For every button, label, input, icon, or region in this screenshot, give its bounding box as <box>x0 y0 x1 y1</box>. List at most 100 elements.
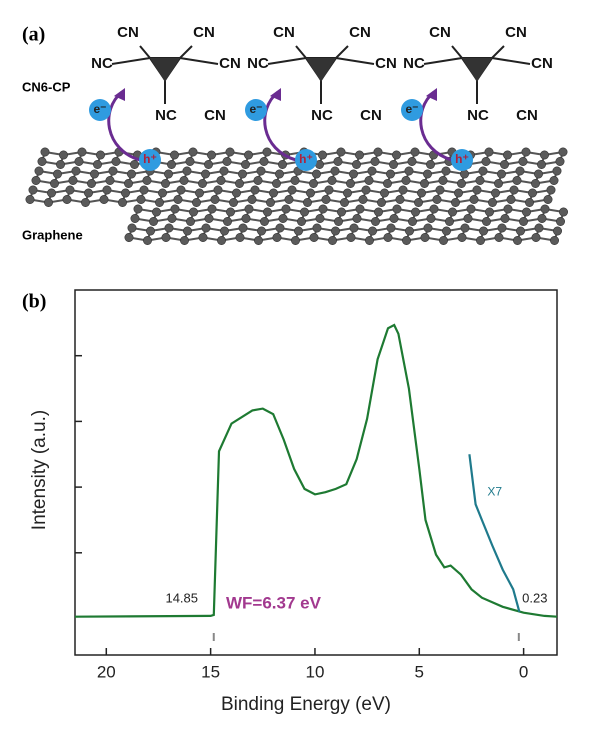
atom <box>305 188 315 198</box>
atom <box>552 166 562 176</box>
atom <box>185 157 195 167</box>
atom <box>481 157 491 167</box>
atom <box>37 157 47 167</box>
atom <box>537 214 547 224</box>
x-tick-label: 0 <box>519 662 528 681</box>
atom <box>407 157 417 167</box>
atom <box>342 188 352 198</box>
atom <box>127 223 137 233</box>
atom <box>410 147 420 157</box>
atom <box>49 179 59 189</box>
atom <box>558 147 568 157</box>
atom <box>346 233 356 243</box>
atom <box>309 233 319 243</box>
atom <box>315 214 325 224</box>
atom <box>330 226 340 236</box>
atom <box>77 147 87 157</box>
x-axis-label: Binding Energy (eV) <box>221 694 391 715</box>
atom <box>398 185 408 195</box>
atom <box>164 169 174 179</box>
atom <box>373 207 383 217</box>
atom <box>28 185 38 195</box>
atom <box>512 176 522 186</box>
atom <box>124 233 134 243</box>
functional-group: CN <box>505 24 527 41</box>
x-tick-label: 15 <box>201 662 220 681</box>
atom <box>170 150 180 160</box>
atom <box>158 188 168 198</box>
functional-group: CN <box>117 24 139 41</box>
atom <box>216 176 226 186</box>
atom <box>124 179 134 189</box>
atom <box>201 223 211 233</box>
atom <box>376 198 386 208</box>
atom <box>25 195 35 205</box>
atom <box>423 223 433 233</box>
atom <box>367 226 377 236</box>
atom <box>500 214 510 224</box>
atom <box>481 217 491 227</box>
atom <box>490 188 500 198</box>
atom <box>179 176 189 186</box>
functional-group: CN <box>193 24 215 41</box>
atom <box>277 160 287 170</box>
atom <box>256 226 266 236</box>
atom <box>183 226 193 236</box>
atom <box>524 198 534 208</box>
atom <box>180 236 190 246</box>
atom <box>509 185 519 195</box>
atom <box>404 226 414 236</box>
atom <box>127 169 137 179</box>
atom <box>46 188 56 198</box>
atom <box>420 233 430 243</box>
atom <box>238 223 248 233</box>
atom <box>391 150 401 160</box>
annotation: WF=6.37 eV <box>226 593 322 612</box>
atom <box>65 185 75 195</box>
atom <box>426 214 436 224</box>
atom <box>438 236 448 246</box>
atom <box>176 185 186 195</box>
atom <box>453 188 463 198</box>
atom <box>225 147 235 157</box>
atom <box>318 204 328 214</box>
atom <box>52 169 62 179</box>
atom <box>259 217 269 227</box>
atom <box>450 198 460 208</box>
atom <box>395 195 405 205</box>
atom <box>207 150 217 160</box>
atom <box>31 176 41 186</box>
atom <box>223 217 233 227</box>
atom <box>71 166 81 176</box>
atom <box>287 185 297 195</box>
functional-group: CN <box>375 55 397 72</box>
atom <box>87 179 97 189</box>
atom <box>90 169 100 179</box>
hole <box>139 149 161 171</box>
atom <box>549 236 559 246</box>
atom <box>244 150 254 160</box>
atom <box>339 198 349 208</box>
panel-label: (b) <box>22 291 46 313</box>
atom <box>198 179 208 189</box>
atom <box>549 176 559 186</box>
atom <box>220 226 230 236</box>
electron-label: e⁻ <box>249 102 262 116</box>
atom <box>527 188 537 198</box>
electron <box>401 99 423 121</box>
atom <box>290 236 300 246</box>
electron-label: e⁻ <box>405 102 418 116</box>
atom <box>552 226 562 236</box>
atom <box>241 160 251 170</box>
atom <box>370 157 380 167</box>
atom <box>262 147 272 157</box>
atom <box>469 195 479 205</box>
atom <box>142 176 152 186</box>
atom <box>55 160 65 170</box>
atom <box>198 233 208 243</box>
atom <box>133 204 143 214</box>
functional-group: NC <box>91 55 113 72</box>
atom <box>272 233 282 243</box>
functional-group: CN <box>516 107 538 124</box>
